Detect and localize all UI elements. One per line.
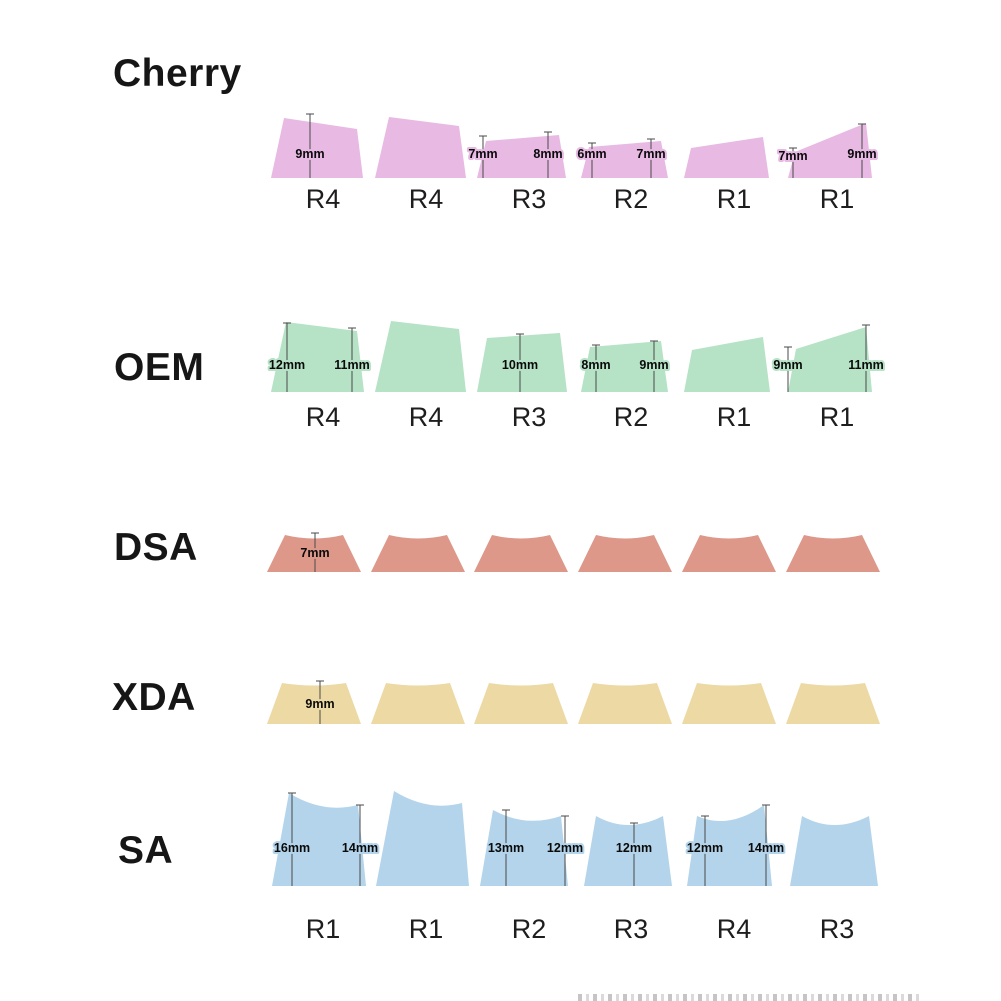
row-label-sa-3: R2 [511,914,547,944]
keycap-xda-6 [786,683,880,724]
keycap-dsa-3 [474,535,568,572]
row-label-oem-6: R1 [819,402,855,432]
keycap-sa-2 [376,791,469,886]
row-label-oem-1: R4 [305,402,341,432]
keycap-oem-2 [375,321,466,392]
row-label-oem-4: R2 [613,402,649,432]
row-label-cherry-1: R4 [305,184,341,214]
keycap-xda-2 [371,683,465,724]
row-label-sa-1: R1 [305,914,341,944]
measure-label: 6mm [577,147,606,161]
row-label-oem-2: R4 [408,402,444,432]
measure-label: 8mm [533,147,562,161]
row-label-cherry-2: R4 [408,184,444,214]
keycap-oem-6 [788,327,872,392]
keycap-oem-3 [477,333,567,392]
keycap-dsa-6 [786,535,880,572]
measure-label: 7mm [468,147,497,161]
keycap-dsa-5 [682,535,776,572]
keycap-sa-5 [687,805,772,886]
measure-label: 10mm [502,358,538,372]
measure-label: 14mm [342,841,378,855]
keycap-cherry-4 [581,141,668,178]
profile-name-oem: OEM [114,346,205,389]
row-label-cherry-6: R1 [819,184,855,214]
keycap-oem-4 [581,341,668,392]
profile-name-dsa: DSA [114,526,198,569]
keycap-dsa-2 [371,535,465,572]
measure-label: 9mm [847,147,876,161]
keycap-row-dsa: 7mm [267,532,880,572]
measure-label: 12mm [687,841,723,855]
measure-label: 16mm [274,841,310,855]
row-label-oem-5: R1 [716,402,752,432]
keycap-dsa-1 [267,535,361,572]
profile-name-cherry: Cherry [113,52,242,95]
measure-label: 8mm [581,358,610,372]
row-label-cherry-3: R3 [511,184,547,214]
row-label-sa-5: R4 [716,914,752,944]
row-label-cherry-4: R2 [613,184,649,214]
keycap-sa-4 [584,816,672,886]
keycap-cherry-6 [788,123,872,178]
keycap-sa-3 [480,810,568,886]
row-label-cherry-5: R1 [716,184,752,214]
keycap-xda-4 [578,683,672,724]
row-label-sa-6: R3 [819,914,855,944]
measure-label: 9mm [295,147,324,161]
keycap-cherry-3 [477,135,566,178]
keycap-row-oem: 12mm 11mm 10mm 8mm 9mm 9mm 11mm [267,321,886,392]
measure-label: 11mm [334,358,369,372]
row-label-sa-2: R1 [408,914,444,944]
row-label-sa-4: R3 [613,914,649,944]
measure-label: 13mm [488,841,524,855]
profile-name-sa: SA [118,829,174,872]
measure-label: 12mm [269,358,305,372]
keycap-oem-1 [271,322,364,392]
measure-label: 7mm [636,147,665,161]
keycap-oem-5 [684,337,770,392]
keycap-row-cherry: 9mm 7mm 8mm 6mm 7mm 7mm 9mm [271,113,879,178]
keycap-sa-1 [272,793,366,886]
keycap-row-xda: 9mm [267,680,880,724]
measure-label: 9mm [639,358,668,372]
measure-label: 7mm [300,546,329,560]
measure-label: 7mm [778,149,807,163]
keycap-sa-6 [790,816,878,886]
measure-label: 12mm [616,841,652,855]
profile-name-xda: XDA [112,676,196,719]
measure-label: 9mm [305,697,334,711]
measure-label: 9mm [773,358,802,372]
keycap-cherry-5 [684,137,769,178]
keycap-dsa-4 [578,535,672,572]
measure-label: 11mm [848,358,883,372]
keycap-row-sa: 16mm 14mm 13mm 12mm 12mm 12mm 14mm [272,791,878,886]
cropped-bottom-text [578,994,922,1001]
keycap-cherry-1 [271,118,363,178]
keycap-xda-5 [682,683,776,724]
keycap-xda-1 [267,683,361,724]
keycap-cherry-2 [375,117,466,178]
measure-label: 12mm [547,841,583,855]
measure-label: 14mm [748,841,784,855]
row-label-oem-3: R3 [511,402,547,432]
keycap-xda-3 [474,683,568,724]
